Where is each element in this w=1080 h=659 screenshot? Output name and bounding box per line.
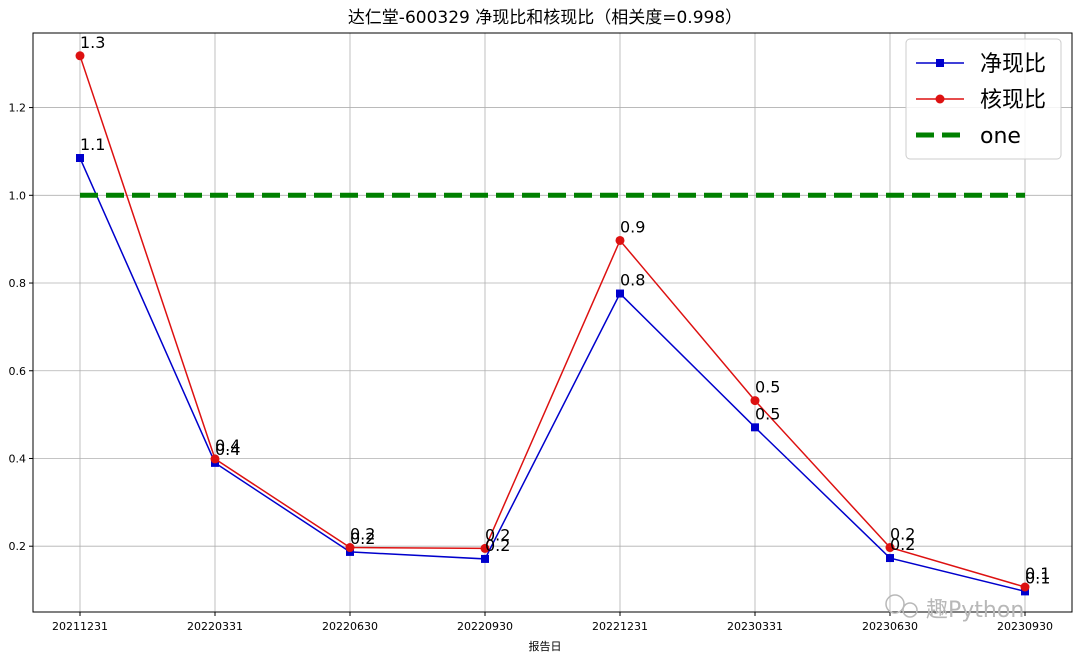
data-label: 0.2 <box>890 525 915 544</box>
data-label: 0.5 <box>755 404 780 423</box>
data-point <box>751 423 759 432</box>
chart-title: 达仁堂-600329 净现比和核现比（相关度=0.998） <box>348 8 742 28</box>
series-line <box>79 157 1026 593</box>
data-label: 0.9 <box>620 217 645 236</box>
y-tick-label: 1.2 <box>9 102 27 115</box>
plot-frame <box>32 32 1073 613</box>
data-point <box>210 454 220 464</box>
y-tick-label: 0.6 <box>9 365 27 378</box>
data-point <box>481 554 489 563</box>
legend-box <box>905 38 1062 160</box>
y-tick-label: 0.4 <box>9 452 27 465</box>
data-label: 0.8 <box>620 271 645 290</box>
data-label: 0.1 <box>1025 564 1050 583</box>
x-tick-label: 20220331 <box>187 620 243 633</box>
y-tick-label: 0.8 <box>9 277 27 290</box>
data-point <box>885 543 895 553</box>
data-label: 0.2 <box>485 525 510 544</box>
x-tick-label: 20230331 <box>727 620 783 633</box>
data-label: 0.4 <box>215 436 240 455</box>
x-tick-label: 20220630 <box>322 620 378 633</box>
data-label: 0.1 <box>1025 568 1050 587</box>
watermark-text: 趣Python <box>926 598 1024 623</box>
data-point <box>750 396 760 406</box>
data-label: 1.3 <box>80 33 105 52</box>
legend-marker <box>936 59 944 67</box>
legend-marker <box>935 94 945 104</box>
data-label: 0.5 <box>755 378 780 397</box>
data-point <box>345 543 355 553</box>
x-axis: 20211231 20220331 20220630 20220930 20221231… <box>52 612 1053 633</box>
y-axis: 0.2 0.4 0.6 0.8 1.0 1.2 <box>9 102 33 553</box>
x-tick-label: 20230630 <box>862 620 918 633</box>
x-tick-label: 20230930 <box>997 620 1053 633</box>
data-point <box>886 554 894 563</box>
wechat-icon <box>885 594 905 614</box>
data-labels: 1.10.40.2 0.20.80.50.20.11.30.40.2 0.20.90… <box>80 33 1050 588</box>
data-point <box>616 289 624 298</box>
wechat-icon-bubble <box>902 602 918 618</box>
data-label: 0.2 <box>890 535 915 554</box>
y-tick-label: 0.2 <box>9 540 27 553</box>
legend-entry: 核现比 <box>980 88 1046 113</box>
legend-entry: 净现比 <box>980 52 1046 77</box>
x-tick-label: 20211231 <box>52 620 108 633</box>
series-line <box>79 55 1026 588</box>
data-point <box>75 51 85 61</box>
legend-entry: one <box>980 124 1021 149</box>
data-label: 0.4 <box>215 440 240 459</box>
data-point <box>76 154 84 163</box>
x-axis-label: 报告日 <box>529 639 562 653</box>
y-tick-label: 1.0 <box>9 189 27 202</box>
data-point <box>615 235 625 245</box>
data-label: 0.2 <box>485 536 510 555</box>
data-point <box>480 543 490 553</box>
series-group <box>75 51 1030 596</box>
data-label: 0.2 <box>350 525 375 544</box>
x-tick-label: 20221231 <box>592 620 648 633</box>
data-label: 0.2 <box>350 529 375 548</box>
x-tick-label: 20220930 <box>457 620 513 633</box>
data-point <box>1020 582 1030 592</box>
watermark: 趣Python <box>885 594 1024 623</box>
data-label: 1.1 <box>80 135 105 154</box>
